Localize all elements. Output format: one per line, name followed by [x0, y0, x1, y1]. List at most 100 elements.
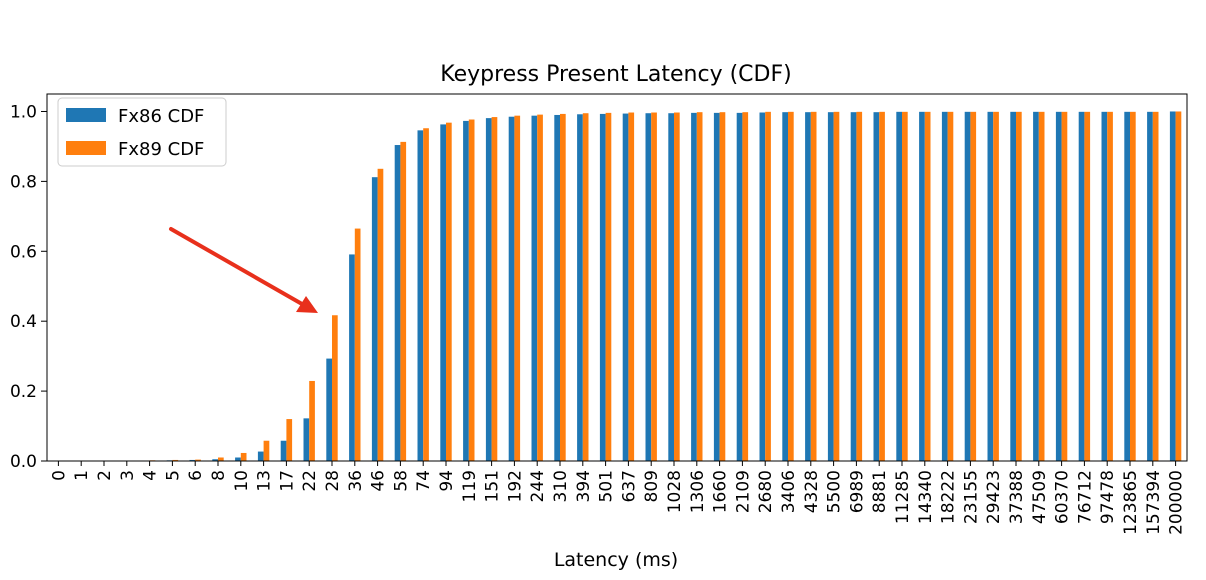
- x-tick-label: 2: [95, 470, 115, 481]
- x-tick-label: 3: [118, 470, 138, 481]
- y-tick-label: 0.8: [10, 172, 37, 192]
- bar-fx89-1660: [719, 112, 726, 462]
- y-tick-label: 0.2: [10, 382, 37, 402]
- x-tick-label: 809: [642, 470, 662, 502]
- arrow-shaft: [169, 227, 304, 306]
- bar-fx86-5500: [827, 112, 834, 462]
- x-tick-label: 151: [483, 470, 503, 502]
- bar-fx86-244: [531, 115, 538, 462]
- bar-fx86-28: [326, 358, 332, 461]
- bar-fx89-394: [582, 113, 589, 461]
- x-tick-label: 637: [619, 470, 639, 502]
- bar-fx89-36: [354, 228, 361, 461]
- x-tick-label: 14340: [916, 470, 936, 524]
- bar-fx89-74: [423, 128, 429, 461]
- bar-fx86-36: [349, 254, 355, 461]
- bar-fx89-8881: [879, 111, 885, 461]
- x-tick-label: 29423: [984, 470, 1004, 524]
- x-tick-label: 74: [414, 470, 434, 492]
- bar-fx89-28: [332, 315, 338, 461]
- bar-fx89-47509: [1038, 111, 1045, 461]
- bar-fx89-22: [309, 380, 315, 461]
- bar-fx86-8: [212, 459, 218, 461]
- x-tick-label: 394: [574, 470, 594, 502]
- bar-fx89-97478: [1107, 111, 1113, 461]
- x-tick-label: 36: [346, 470, 366, 492]
- x-tick-label: 1660: [711, 470, 731, 513]
- bar-fx89-6: [195, 459, 201, 461]
- bar-fx89-58: [400, 141, 407, 461]
- x-tick-label: 244: [528, 470, 548, 502]
- bar-fx89-151: [491, 117, 498, 461]
- x-tick-label: 4: [141, 470, 161, 481]
- bar-fx86-394: [577, 114, 583, 462]
- x-tick-label: 94: [437, 470, 457, 492]
- bar-fx86-74: [417, 130, 424, 461]
- x-tick-label: 5: [163, 470, 183, 481]
- bar-fx86-310: [554, 114, 560, 461]
- x-tick-label: 5500: [825, 470, 845, 513]
- arrow-head: [296, 296, 318, 313]
- bar-fx86-47509: [1033, 111, 1039, 461]
- x-tick-label: 60370: [1053, 470, 1073, 524]
- bar-fx89-637: [628, 112, 635, 462]
- bar-fx86-809: [645, 113, 652, 461]
- x-tick-label: 2680: [756, 470, 776, 513]
- bar-fx86-97478: [1101, 111, 1108, 461]
- bar-fx89-809: [651, 112, 657, 462]
- bar-fx86-11285: [896, 111, 902, 461]
- bar-fx89-1028: [674, 112, 680, 462]
- bar-fx86-151: [485, 118, 492, 462]
- x-tick-label: 28: [323, 470, 343, 492]
- bar-fx89-501: [605, 112, 612, 462]
- bar-fx86-13: [257, 451, 264, 461]
- x-tick-label: 76712: [1075, 470, 1095, 524]
- bar-fx86-23155: [964, 111, 971, 461]
- bar-fx86-18222: [941, 111, 948, 461]
- x-tick-label: 13: [255, 470, 275, 492]
- bar-fx86-1028: [668, 113, 674, 461]
- bar-fx89-10: [240, 452, 247, 461]
- bar-fx89-157394: [1152, 111, 1159, 461]
- x-tick-label: 501: [597, 470, 617, 502]
- bar-fx86-58: [394, 145, 401, 461]
- bar-fx89-119: [468, 119, 475, 462]
- x-tick-label: 6989: [847, 470, 867, 513]
- bar-fx86-3406: [782, 112, 788, 462]
- bar-fx86-94: [440, 124, 446, 461]
- bar-fx86-1306: [691, 112, 697, 462]
- x-tick-label: 6: [186, 470, 206, 481]
- x-tick-label: 3406: [779, 470, 799, 513]
- y-tick-label: 0.4: [10, 312, 37, 332]
- bar-fx86-14340: [919, 111, 925, 461]
- x-tick-label: 8: [209, 470, 229, 481]
- x-tick-label: 47509: [1030, 470, 1050, 524]
- bar-fx89-11285: [902, 111, 908, 461]
- bar-fx86-17: [280, 440, 287, 461]
- x-tick-label: 1: [72, 470, 92, 481]
- bar-fx89-37388: [1016, 111, 1022, 461]
- x-axis-label: Latency (ms): [554, 549, 678, 571]
- x-tick-label: 8881: [870, 470, 890, 513]
- bar-fx86-2109: [736, 112, 743, 462]
- chart-title: Keypress Present Latency (CDF): [440, 62, 791, 87]
- bar-fx86-637: [622, 113, 629, 461]
- bar-fx89-192: [514, 115, 521, 462]
- bar-fx86-10: [235, 457, 241, 461]
- bar-fx86-76712: [1078, 111, 1085, 461]
- x-tick-label: 310: [551, 470, 571, 502]
- bar-fx89-244: [537, 114, 543, 462]
- bar-fx89-76712: [1084, 111, 1091, 461]
- x-tick-label: 37388: [1007, 470, 1027, 524]
- bar-fx89-6989: [856, 111, 863, 461]
- bar-fx89-310: [560, 113, 566, 462]
- x-tick-label: 1028: [665, 470, 685, 513]
- x-tick-label: 4328: [802, 470, 822, 513]
- y-tick-label: 0.0: [10, 452, 37, 472]
- bar-fx86-6: [189, 459, 196, 461]
- bar-fx86-60370: [1055, 111, 1062, 461]
- bar-fx86-6989: [850, 112, 857, 462]
- bar-fx89-46: [377, 168, 384, 462]
- bar-fx89-4328: [810, 111, 817, 461]
